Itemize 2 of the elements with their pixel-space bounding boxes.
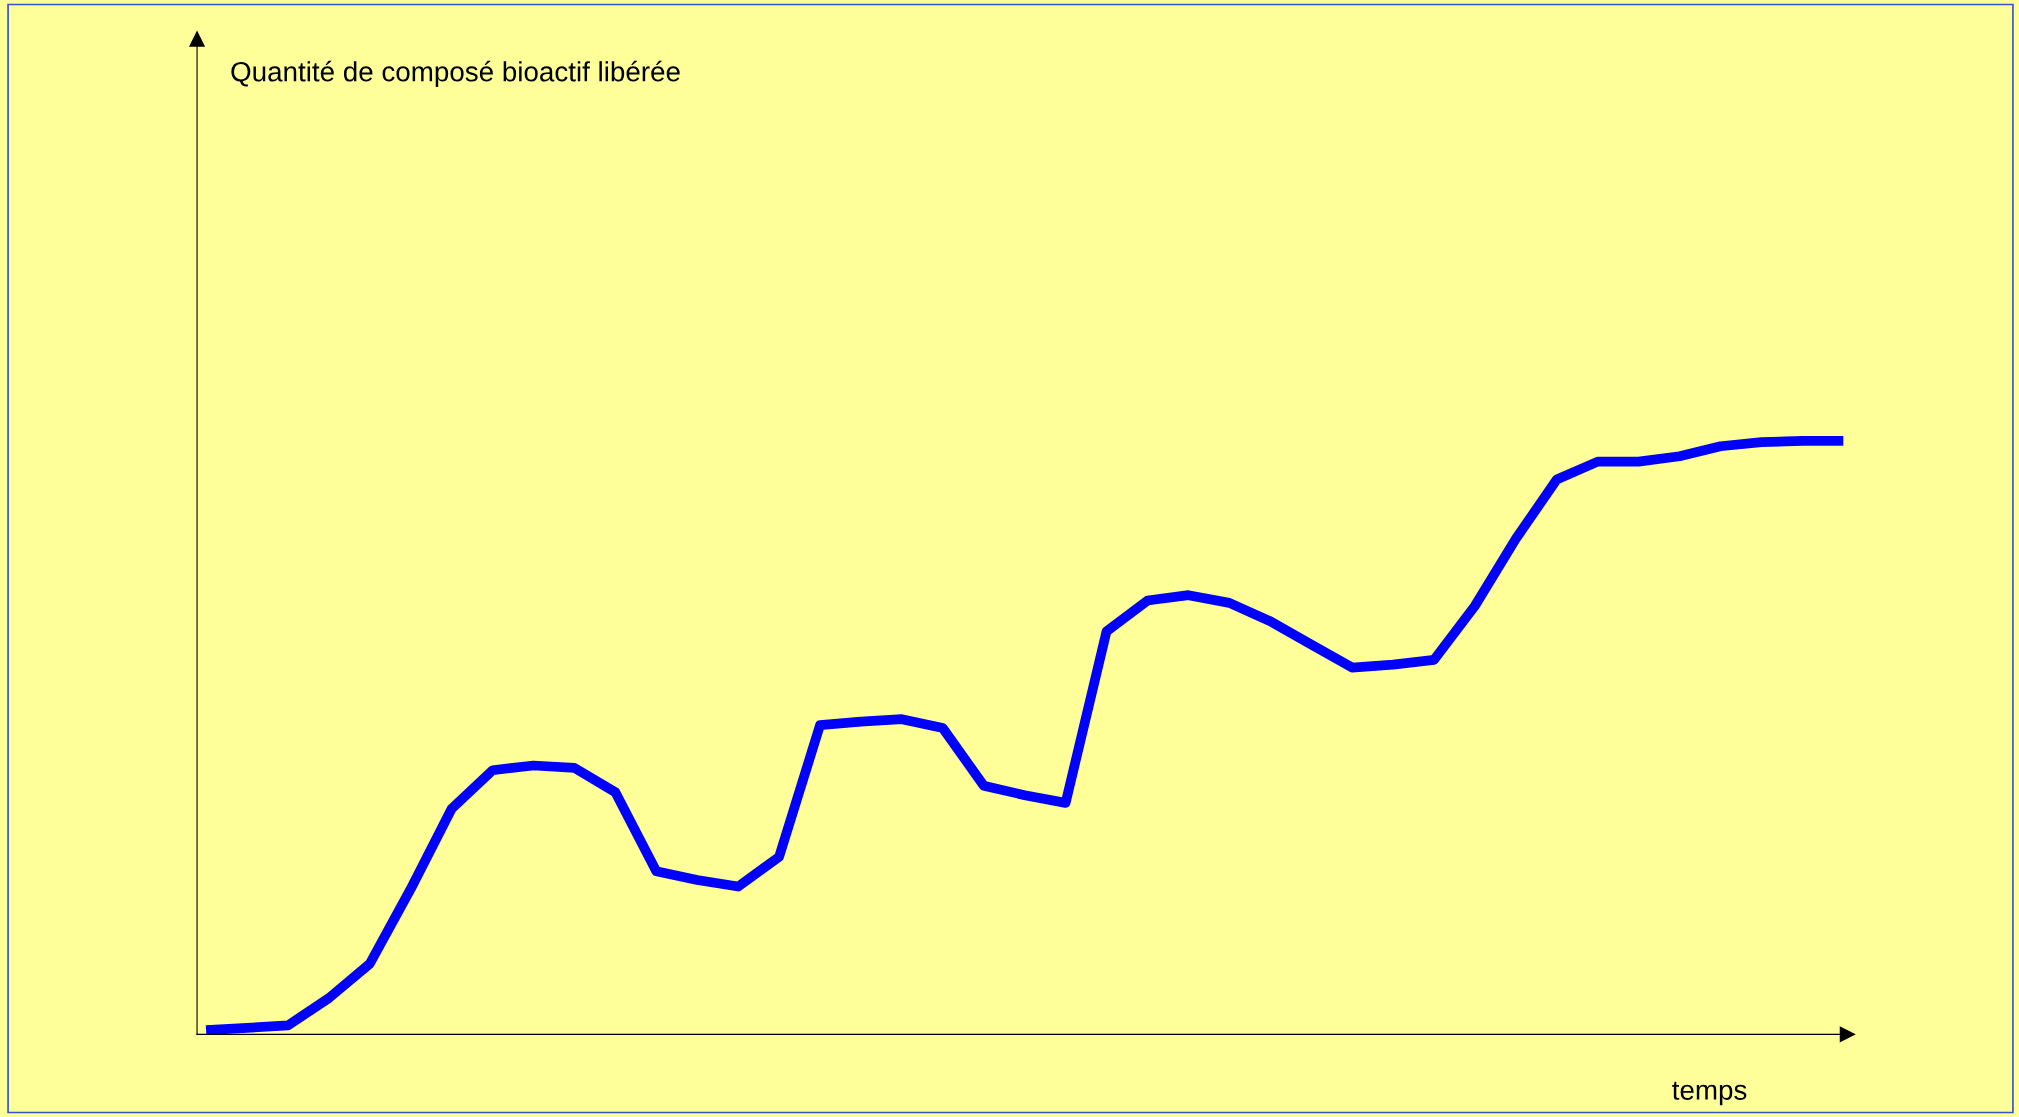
x-axis-title: temps bbox=[1672, 1081, 1747, 1106]
text: Quantité de composé bioactif libérée bbox=[231, 60, 680, 88]
